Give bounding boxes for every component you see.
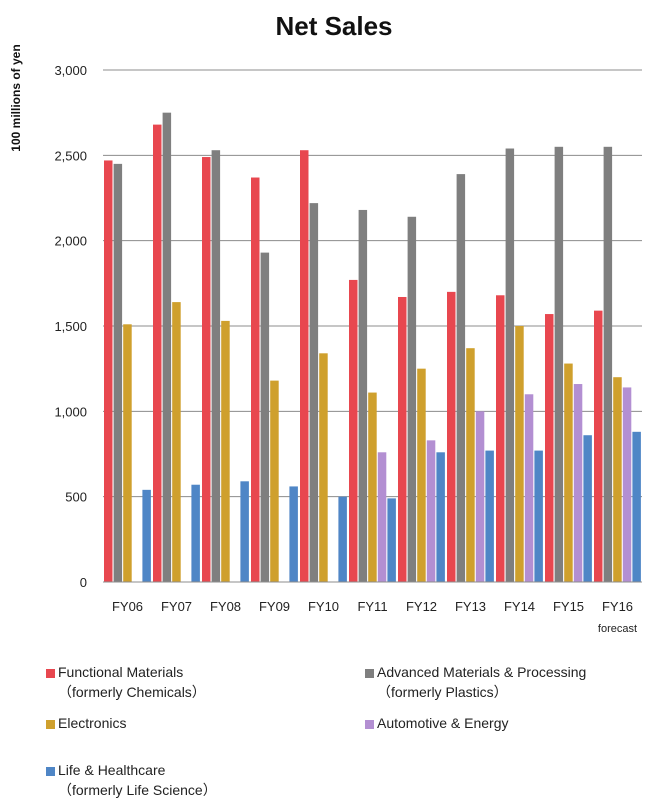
- bar: [260, 252, 270, 582]
- bar: [613, 377, 622, 582]
- x-tick-label: FY16: [602, 599, 633, 614]
- x-tick-label: FY12: [406, 599, 437, 614]
- bar: [202, 157, 211, 583]
- x-tick-sublabel: forecast: [598, 623, 637, 635]
- bar: [554, 146, 564, 583]
- x-tick-label: FY14: [504, 599, 535, 614]
- bar: [123, 324, 132, 582]
- bar: [417, 368, 426, 582]
- y-tick-label: 3,000: [54, 63, 87, 78]
- x-tick-label: FY10: [308, 599, 339, 614]
- bar: [545, 314, 554, 582]
- bar: [505, 148, 515, 583]
- bar: [622, 387, 632, 582]
- bar: [104, 160, 113, 582]
- bar: [251, 177, 260, 582]
- bar: [377, 452, 387, 582]
- bar: [142, 489, 151, 582]
- bar: [153, 124, 162, 582]
- bar: [211, 150, 221, 583]
- bar: [466, 348, 475, 582]
- bar: [270, 380, 279, 582]
- bar: [534, 450, 543, 582]
- x-tick-label: FY09: [259, 599, 290, 614]
- y-tick-label: 0: [80, 575, 87, 590]
- y-tick-label: 1,000: [54, 404, 87, 419]
- y-axis-ticks: 0 500 1,000 1,500 2,000 2,500 3,000: [54, 63, 87, 590]
- bar: [172, 302, 181, 582]
- bar: [632, 431, 641, 582]
- bar: [398, 296, 407, 582]
- chart-title: Net Sales: [275, 11, 392, 41]
- bar: [456, 174, 466, 582]
- bar: [300, 150, 309, 583]
- bar: [387, 498, 396, 582]
- y-axis-label: 100 millions of yen: [9, 44, 23, 151]
- bar: [319, 353, 328, 582]
- x-tick-label: FY15: [553, 599, 584, 614]
- x-tick-label: FY13: [455, 599, 486, 614]
- x-tick-label: FY06: [112, 599, 143, 614]
- bar: [240, 481, 249, 582]
- y-tick-label: 2,500: [54, 148, 87, 163]
- y-tick-label: 2,000: [54, 234, 87, 249]
- bar: [407, 216, 417, 583]
- x-axis-ticks: FY06 FY07 FY08 FY09 FY10 FY11 FY12 FY13 FY14 FY15…: [112, 599, 637, 635]
- bar: [436, 452, 445, 582]
- bar: [358, 209, 368, 583]
- bar: [603, 146, 613, 583]
- bar: [162, 112, 172, 583]
- bar: [349, 279, 358, 582]
- bar: [583, 435, 592, 582]
- x-tick-label: FY08: [210, 599, 241, 614]
- bar: [485, 450, 494, 582]
- bar: [524, 394, 534, 582]
- bar: [447, 291, 456, 582]
- bar: [426, 440, 436, 582]
- bar: [191, 484, 200, 582]
- bar: [221, 320, 230, 582]
- bar: [496, 295, 505, 582]
- bar: [594, 310, 603, 582]
- bar: [113, 163, 123, 582]
- bar: [515, 326, 524, 582]
- y-tick-label: 500: [65, 490, 87, 505]
- bar: [309, 203, 319, 582]
- bar: [564, 363, 573, 582]
- x-tick-label: FY11: [357, 599, 387, 614]
- bar: [289, 486, 298, 582]
- bar: [368, 392, 377, 582]
- bar: [475, 411, 485, 582]
- x-tick-label: FY07: [161, 599, 192, 614]
- bar: [573, 384, 583, 582]
- bars: [104, 112, 641, 583]
- y-tick-label: 1,500: [54, 319, 87, 334]
- bar: [338, 496, 347, 582]
